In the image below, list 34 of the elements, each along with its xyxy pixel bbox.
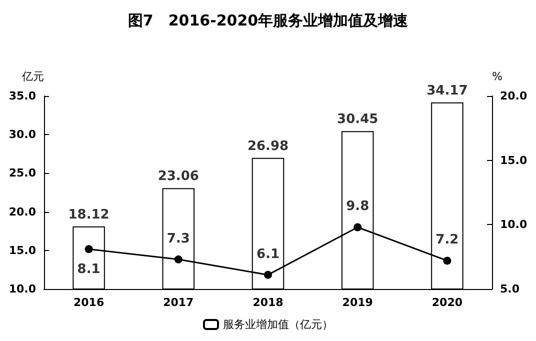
- y-tick-label: 35.0: [8, 90, 36, 102]
- data-label: 34.17: [426, 83, 468, 98]
- x-tick-label: 2019: [342, 296, 373, 309]
- chart-title: 图7 2016-2020年服务业增加值及增速: [128, 12, 410, 30]
- y2-tick-label: 10.0: [500, 218, 528, 232]
- legend-label: 服务业增加值（亿元）: [223, 318, 333, 331]
- point: [174, 255, 182, 264]
- data-label: 6.1: [256, 246, 280, 262]
- x-tick-label: 2017: [163, 296, 194, 309]
- point: [354, 223, 362, 232]
- y-tick-label: 20.0: [8, 205, 36, 218]
- y2-tick-label: 20.0: [500, 90, 528, 102]
- data-label: 8.1: [77, 262, 100, 278]
- x-tick-label: 2020: [432, 296, 463, 309]
- y-tick-label: 10.0: [8, 282, 36, 296]
- x-tick-label: 2016: [73, 296, 104, 309]
- point: [443, 256, 452, 265]
- data-label: 18.12: [68, 207, 110, 222]
- data-label: 9.8: [346, 199, 370, 214]
- point: [84, 245, 93, 254]
- y-tick-label: 30.0: [8, 128, 36, 142]
- y-tick-label: 25.0: [8, 166, 36, 180]
- data-label: 23.06: [158, 169, 199, 184]
- x-tick-label: 2018: [252, 296, 284, 309]
- y-tick-label: 15.0: [8, 244, 36, 257]
- data-label: 30.45: [337, 112, 378, 128]
- y2-axis-title: %: [492, 70, 502, 83]
- point: [264, 270, 272, 279]
- y2-tick-label: 15.0: [500, 154, 528, 167]
- data-label: 26.98: [247, 138, 289, 154]
- y2-tick-label: 5.0: [500, 282, 520, 296]
- y-axis-title: 亿元: [21, 70, 44, 83]
- data-label: 7.2: [436, 232, 459, 248]
- data-label: 7.3: [166, 231, 190, 246]
